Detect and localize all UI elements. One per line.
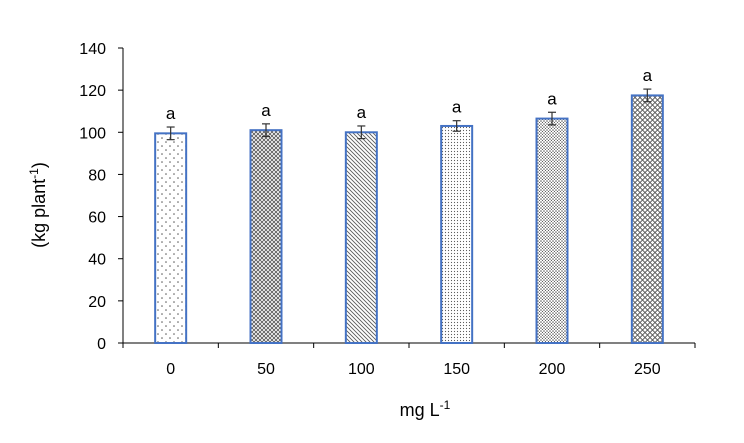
y-tick-label: 60 <box>88 210 106 227</box>
bar <box>249 129 283 344</box>
x-tick-label: 0 <box>166 361 175 378</box>
y-tick-label: 80 <box>88 167 106 184</box>
bar <box>630 94 664 344</box>
significance-label: a <box>261 101 271 120</box>
significance-label: a <box>547 89 557 108</box>
significance-label: a <box>643 66 653 85</box>
x-tick-label: 50 <box>257 361 275 378</box>
bar <box>535 117 569 345</box>
y-tick-label: 40 <box>88 252 106 269</box>
x-tick-label: 200 <box>539 361 566 378</box>
significance-label: a <box>452 98 462 117</box>
bars: a a a a a a <box>154 66 664 345</box>
y-tick-label: 100 <box>79 125 106 142</box>
y-axis-title-superscript: -1 <box>27 168 41 179</box>
x-axis-title-superscript: -1 <box>440 398 451 412</box>
y-tick-label: 20 <box>88 294 106 311</box>
bar <box>344 131 378 344</box>
x-axis-title: mg L-1 <box>400 398 451 420</box>
x-axis: 0 50 100 150 200 250 <box>122 342 696 378</box>
significance-label: a <box>357 103 367 122</box>
y-axis-title: (kg plant-1) <box>27 162 49 248</box>
bar <box>440 124 474 345</box>
y-axis: 0 20 40 60 80 100 120 140 <box>79 41 124 353</box>
y-tick-label: 0 <box>97 336 106 353</box>
x-tick-label: 250 <box>634 361 661 378</box>
y-axis-title-text: (kg plant <box>29 179 49 248</box>
y-axis-title-close: ) <box>29 162 49 168</box>
y-tick-label: 120 <box>79 83 106 100</box>
y-tick-label: 140 <box>79 41 106 58</box>
x-tick-label: 100 <box>348 361 375 378</box>
significance-label: a <box>166 104 176 123</box>
bar <box>154 132 188 344</box>
x-tick-label: 150 <box>443 361 470 378</box>
x-axis-title-text: mg L <box>400 400 440 420</box>
